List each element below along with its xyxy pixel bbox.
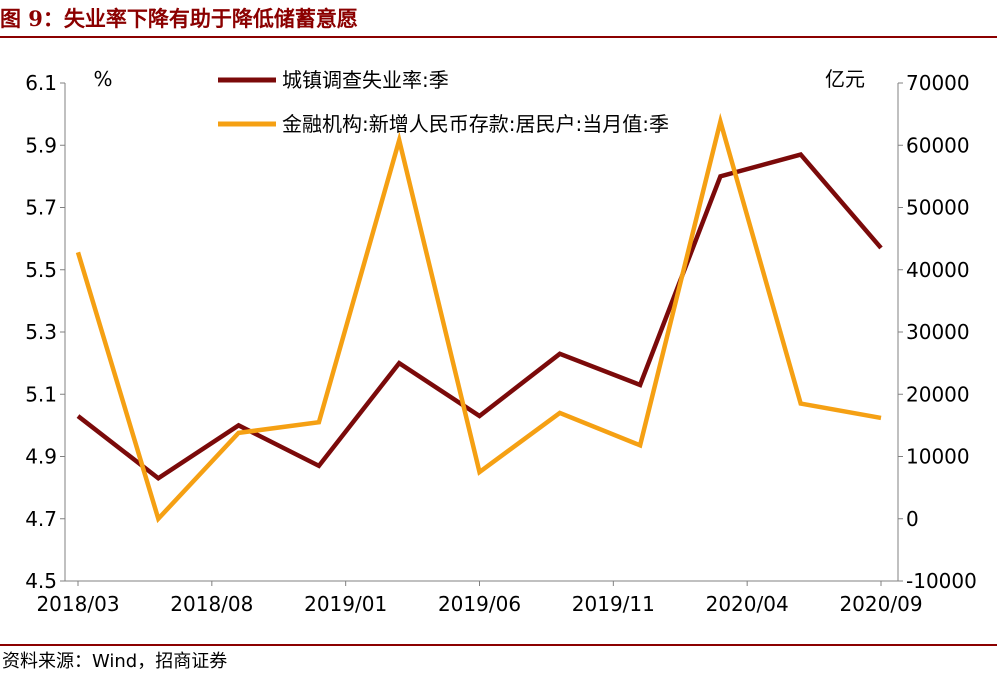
legend-label-2: 金融机构:新增人民币存款:居民户:当月值:季 (282, 112, 669, 136)
right-tick-label: 0 (906, 507, 919, 531)
x-tick-label: 2020/04 (706, 592, 789, 616)
title-divider (0, 36, 997, 38)
left-tick-label: 5.3 (25, 320, 57, 344)
right-unit-label: 亿元 (825, 67, 865, 91)
right-tick-label: 60000 (906, 133, 970, 157)
x-tick-label: 2018/08 (170, 592, 253, 616)
series-line-1 (76, 152, 883, 482)
footer-divider (0, 644, 997, 646)
right-tick-label: 70000 (906, 71, 970, 95)
right-tick-label: 20000 (906, 382, 970, 406)
left-tick-label: 4.5 (25, 569, 57, 593)
x-tick-label: 2019/06 (438, 592, 521, 616)
x-tick-label: 2019/11 (572, 592, 655, 616)
series-line-2 (75, 112, 882, 524)
left-tick-label: 6.1 (25, 71, 57, 95)
left-tick-label: 4.9 (25, 445, 57, 469)
left-tick-label: 5.1 (25, 382, 57, 406)
figure-title: 图 9：失业率下降有助于降低储蓄意愿 (0, 6, 358, 31)
left-tick-label: 5.9 (25, 133, 57, 157)
left-unit-label: % (93, 67, 112, 91)
right-tick-label: 40000 (906, 258, 970, 282)
right-tick-label: 50000 (906, 196, 970, 220)
chart-axes: 4.5 4.7 4.9 5.1 5.3 5.5 5.7 5.9 6.1 -10000 0 10000 2… (25, 67, 977, 616)
left-tick-label: 5.7 (25, 196, 57, 220)
x-tick-label: 2020/09 (839, 592, 922, 616)
x-tick-label: 2019/01 (304, 592, 387, 616)
right-tick-label: 10000 (906, 445, 970, 469)
x-tick-label: 2018/03 (36, 592, 119, 616)
left-tick-label: 5.5 (25, 258, 57, 282)
right-tick-label: -10000 (906, 569, 977, 593)
legend-label-1: 城镇调查失业率:季 (282, 68, 449, 92)
left-tick-label: 4.7 (25, 507, 57, 531)
right-tick-label: 30000 (906, 320, 970, 344)
chart-series (75, 112, 883, 524)
source-note: 资料来源：Wind，招商证券 (2, 651, 228, 672)
